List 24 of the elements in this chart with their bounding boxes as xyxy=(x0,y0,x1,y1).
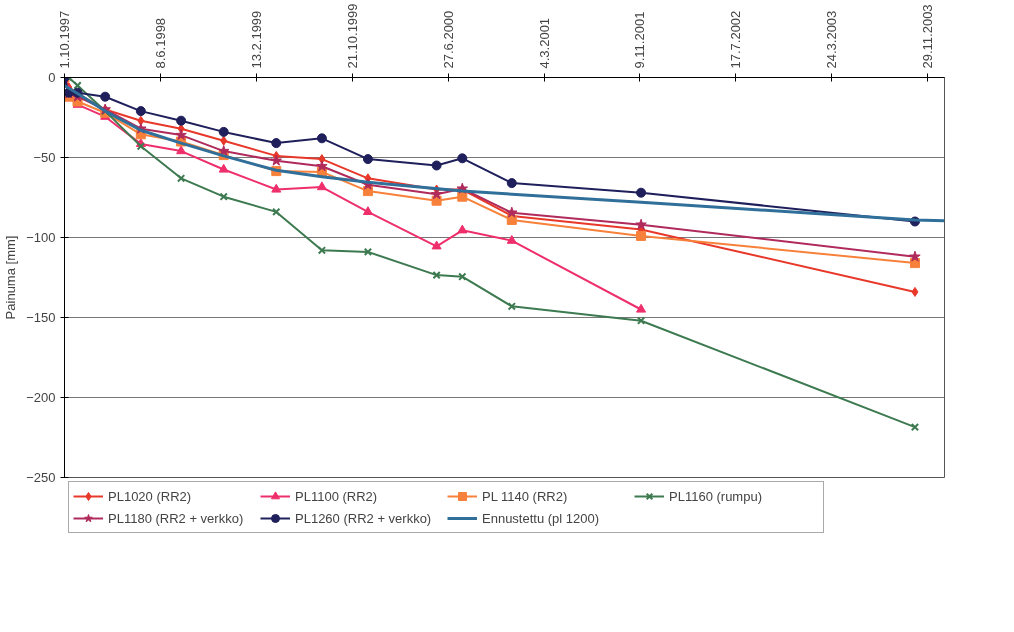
legend-label: PL1180 (RR2 + verkko) xyxy=(108,510,245,526)
y-tick-label: −150 xyxy=(26,310,56,325)
x-tick-label: 4.3.2001 xyxy=(536,17,552,69)
legend-label: PL1160 (rumpu) xyxy=(669,488,763,504)
x-tick-label: 8.6.1998 xyxy=(152,17,168,69)
legend-label: PL1260 (RR2 + verkko) xyxy=(295,510,433,526)
legend-label: Ennustettu (pl 1200) xyxy=(482,510,601,526)
legend-label: PL1020 (RR2) xyxy=(108,488,193,504)
legend-label: PL1100 (RR2) xyxy=(295,488,379,504)
y-axis-title: Painuma [mm] xyxy=(3,235,19,320)
x-tick-label: 24.3.2003 xyxy=(824,10,840,69)
y-tick-label: −100 xyxy=(26,230,56,245)
x-tick-label: 1.10.1997 xyxy=(57,10,72,69)
y-tick-label: −200 xyxy=(26,390,56,405)
x-tick-label: 21.10.1999 xyxy=(344,3,360,69)
y-tick-label: −250 xyxy=(26,470,56,485)
y-tick-label: −50 xyxy=(33,150,56,165)
x-tick-label: 9.11.2001 xyxy=(632,11,648,69)
x-tick-label: 17.7.2002 xyxy=(728,10,744,69)
legend-label: PL 1140 (RR2) xyxy=(482,488,569,504)
x-tick-label: 13.2.1999 xyxy=(248,10,264,69)
x-tick-label: 29.11.2003 xyxy=(920,4,936,69)
x-tick-label: 27.6.2000 xyxy=(440,10,456,69)
y-tick-label: 0 xyxy=(48,70,56,85)
